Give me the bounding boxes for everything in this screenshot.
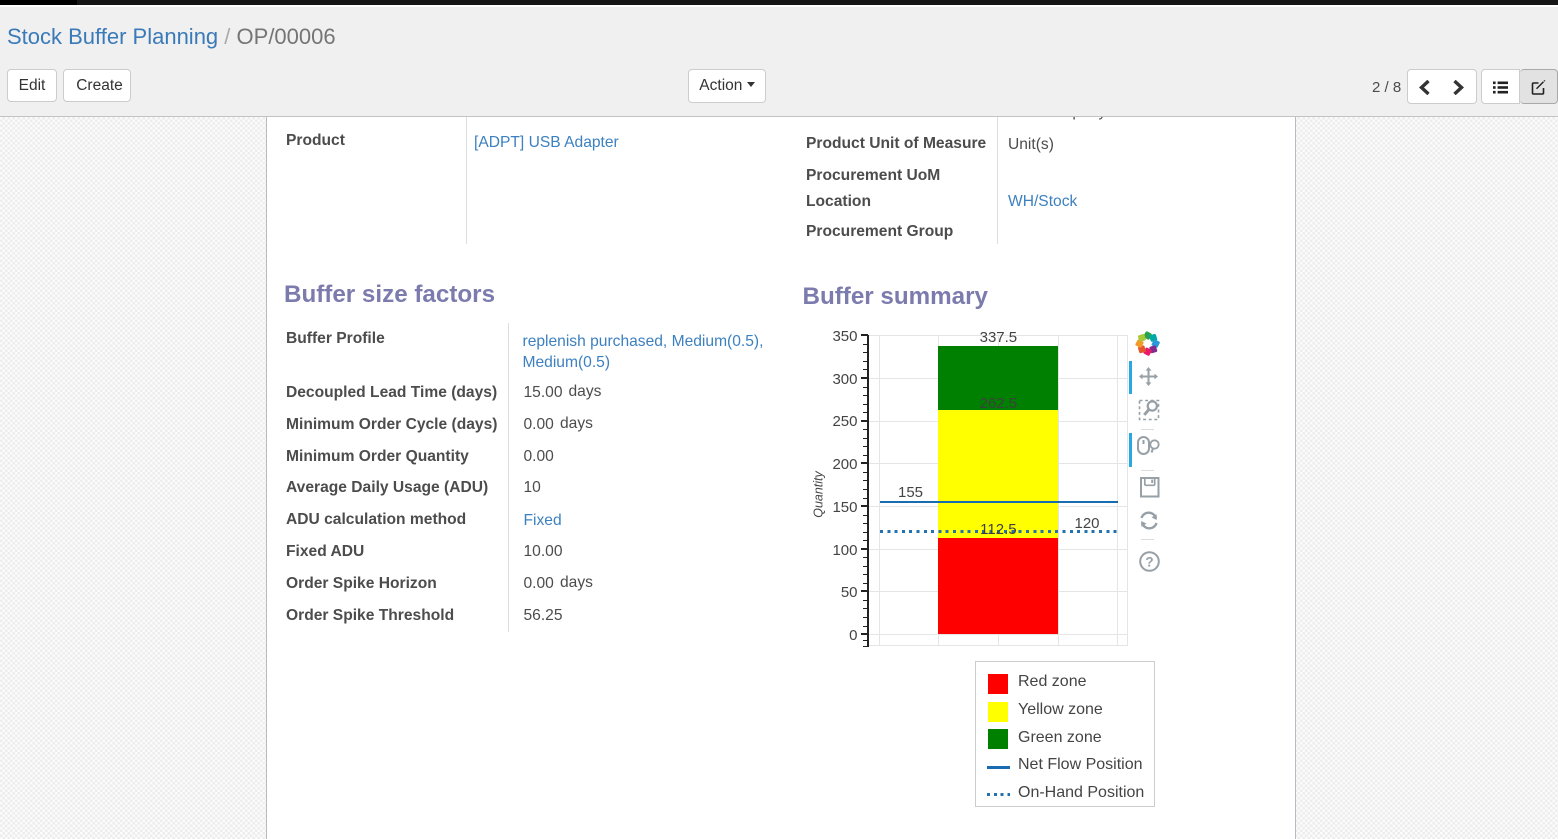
svg-text:?: ? xyxy=(1145,554,1153,569)
